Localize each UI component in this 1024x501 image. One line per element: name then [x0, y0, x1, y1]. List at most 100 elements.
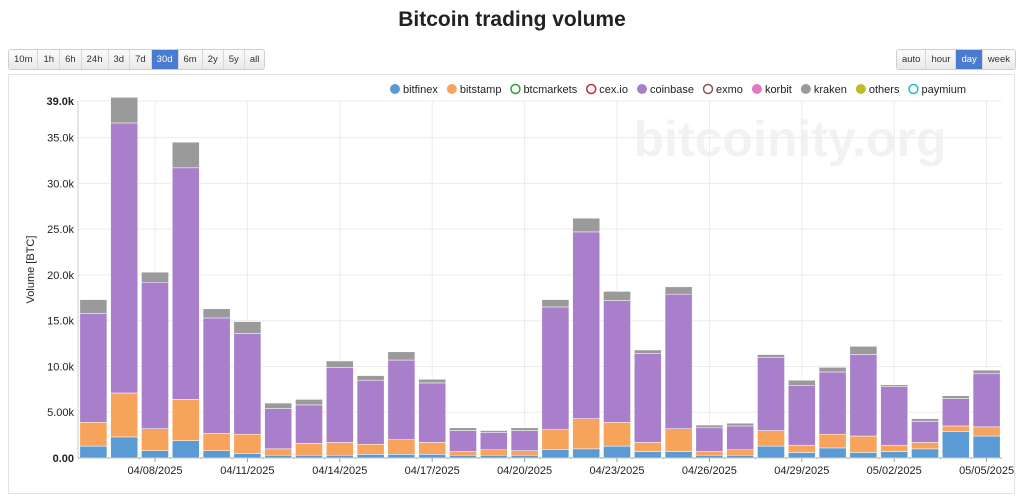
bar-bitstamp: [695, 451, 724, 456]
bar-kraken: [233, 321, 262, 334]
range-button-6h[interactable]: 6h: [60, 50, 82, 69]
legend-marker-bitstamp[interactable]: [446, 84, 457, 94]
watermark-text: bitcoinity.org: [634, 111, 947, 167]
bar-bitstamp: [264, 448, 293, 456]
range-button-1h[interactable]: 1h: [38, 50, 61, 69]
bar-bitstamp: [603, 422, 631, 447]
legend-marker-bitfinex[interactable]: [390, 84, 400, 94]
bar-coinbase: [695, 427, 724, 452]
bar-bitstamp: [941, 425, 970, 432]
resolution-button-auto[interactable]: auto: [896, 50, 927, 69]
bar-kraken: [849, 346, 878, 355]
bar-bitstamp: [141, 428, 169, 451]
bar-bitfinex: [603, 445, 631, 459]
legend-label[interactable]: exmo: [716, 84, 743, 96]
legend-label[interactable]: coinbase: [650, 84, 694, 96]
bar-bitfinex: [787, 452, 816, 459]
legend-marker-paymium[interactable]: [908, 83, 919, 95]
bar-coinbase: [202, 317, 231, 434]
y-tick-label: 15.0k: [47, 316, 74, 328]
range-button-2y[interactable]: 2y: [202, 50, 224, 69]
x-tick-label: 04/29/2025: [774, 465, 829, 477]
x-tick-label: 04/20/2025: [497, 465, 552, 477]
bar-coinbase: [849, 354, 878, 437]
legend-label[interactable]: bitstamp: [460, 84, 502, 96]
legend-label[interactable]: paymium: [921, 84, 966, 96]
legend-marker-btcmarkets[interactable]: [510, 83, 521, 95]
range-button-24h[interactable]: 24h: [81, 50, 109, 69]
legend-label[interactable]: others: [869, 84, 900, 96]
legend-label[interactable]: cex.io: [599, 84, 628, 96]
bar-kraken: [911, 418, 939, 422]
bar-coinbase: [972, 373, 1001, 428]
bar-kraken: [110, 97, 139, 124]
legend-label[interactable]: btcmarkets: [523, 84, 577, 96]
bar-bitfinex: [510, 455, 539, 459]
bar-bitstamp: [972, 426, 1001, 437]
range-button-30d[interactable]: 30d: [151, 50, 179, 69]
legend-marker-kraken[interactable]: [800, 84, 811, 94]
bar-bitfinex: [633, 451, 662, 459]
bar-bitfinex: [572, 448, 601, 459]
bar-bitstamp: [325, 442, 354, 456]
y-tick-label: 20.0k: [47, 270, 74, 282]
x-tick-label: 04/08/2025: [127, 465, 182, 477]
resolution-button-week[interactable]: week: [982, 50, 1015, 69]
bar-coinbase: [603, 300, 631, 423]
bar-coinbase: [633, 353, 662, 443]
bar-kraken: [818, 367, 847, 373]
legend-marker-coinbase[interactable]: [636, 84, 647, 94]
bar-bitstamp: [787, 444, 816, 453]
bar-bitfinex: [541, 449, 570, 459]
y-tick-label: 5.00k: [47, 407, 74, 419]
bar-coinbase: [356, 379, 385, 445]
resolution-button-hour[interactable]: hour: [926, 50, 957, 69]
bar-kraken: [141, 271, 169, 283]
bar-kraken: [603, 291, 631, 301]
bar-coinbase: [264, 408, 293, 450]
bar-bitfinex: [479, 455, 508, 459]
x-tick-label: 05/05/2025: [959, 465, 1014, 477]
y-tick-label: 39.0k: [46, 96, 74, 108]
bar-bitfinex: [79, 445, 108, 459]
bar-coinbase: [325, 367, 354, 443]
range-button-6m[interactable]: 6m: [178, 50, 203, 69]
bar-kraken: [264, 402, 293, 409]
range-button-5y[interactable]: 5y: [223, 50, 245, 69]
bar-kraken: [757, 354, 785, 358]
bar-coinbase: [418, 382, 447, 443]
legend-marker-exmo[interactable]: [702, 83, 714, 95]
bar-bitfinex: [941, 431, 970, 459]
bar-kraken: [941, 395, 970, 399]
bar-bitfinex: [695, 455, 724, 459]
legend-marker-korbit[interactable]: [751, 84, 762, 94]
legend-label[interactable]: kraken: [814, 84, 847, 96]
bar-bitfinex: [295, 455, 323, 459]
bar-bitfinex: [233, 453, 262, 459]
bar-coinbase: [387, 359, 416, 440]
legend-label[interactable]: bitfinex: [403, 84, 438, 96]
time-range-selector: 10m 1h 6h 24h 3d 7d 30d 6m 2y 5y all: [8, 49, 266, 70]
bar-kraken: [880, 384, 909, 387]
bar-bitfinex: [325, 455, 354, 459]
bar-bitfinex: [664, 451, 693, 459]
bar-kraken: [387, 351, 416, 361]
bar-kraken: [664, 286, 693, 295]
range-button-3d[interactable]: 3d: [108, 50, 131, 69]
resolution-button-day[interactable]: day: [956, 50, 983, 69]
range-button-7d[interactable]: 7d: [130, 50, 152, 69]
bar-coinbase: [233, 333, 262, 435]
bar-bitfinex: [757, 445, 785, 459]
legend-marker-others[interactable]: [855, 84, 866, 94]
bar-coinbase: [449, 430, 477, 452]
bar-bitstamp: [757, 430, 785, 447]
bar-kraken: [572, 217, 601, 233]
legend-marker-cexio[interactable]: [585, 83, 597, 95]
bar-bitstamp: [911, 442, 939, 450]
bar-coinbase: [726, 425, 755, 451]
range-button-all[interactable]: all: [244, 50, 265, 69]
range-button-10m[interactable]: 10m: [9, 50, 39, 69]
bar-bitstamp: [449, 451, 477, 456]
legend-label[interactable]: korbit: [765, 84, 792, 96]
